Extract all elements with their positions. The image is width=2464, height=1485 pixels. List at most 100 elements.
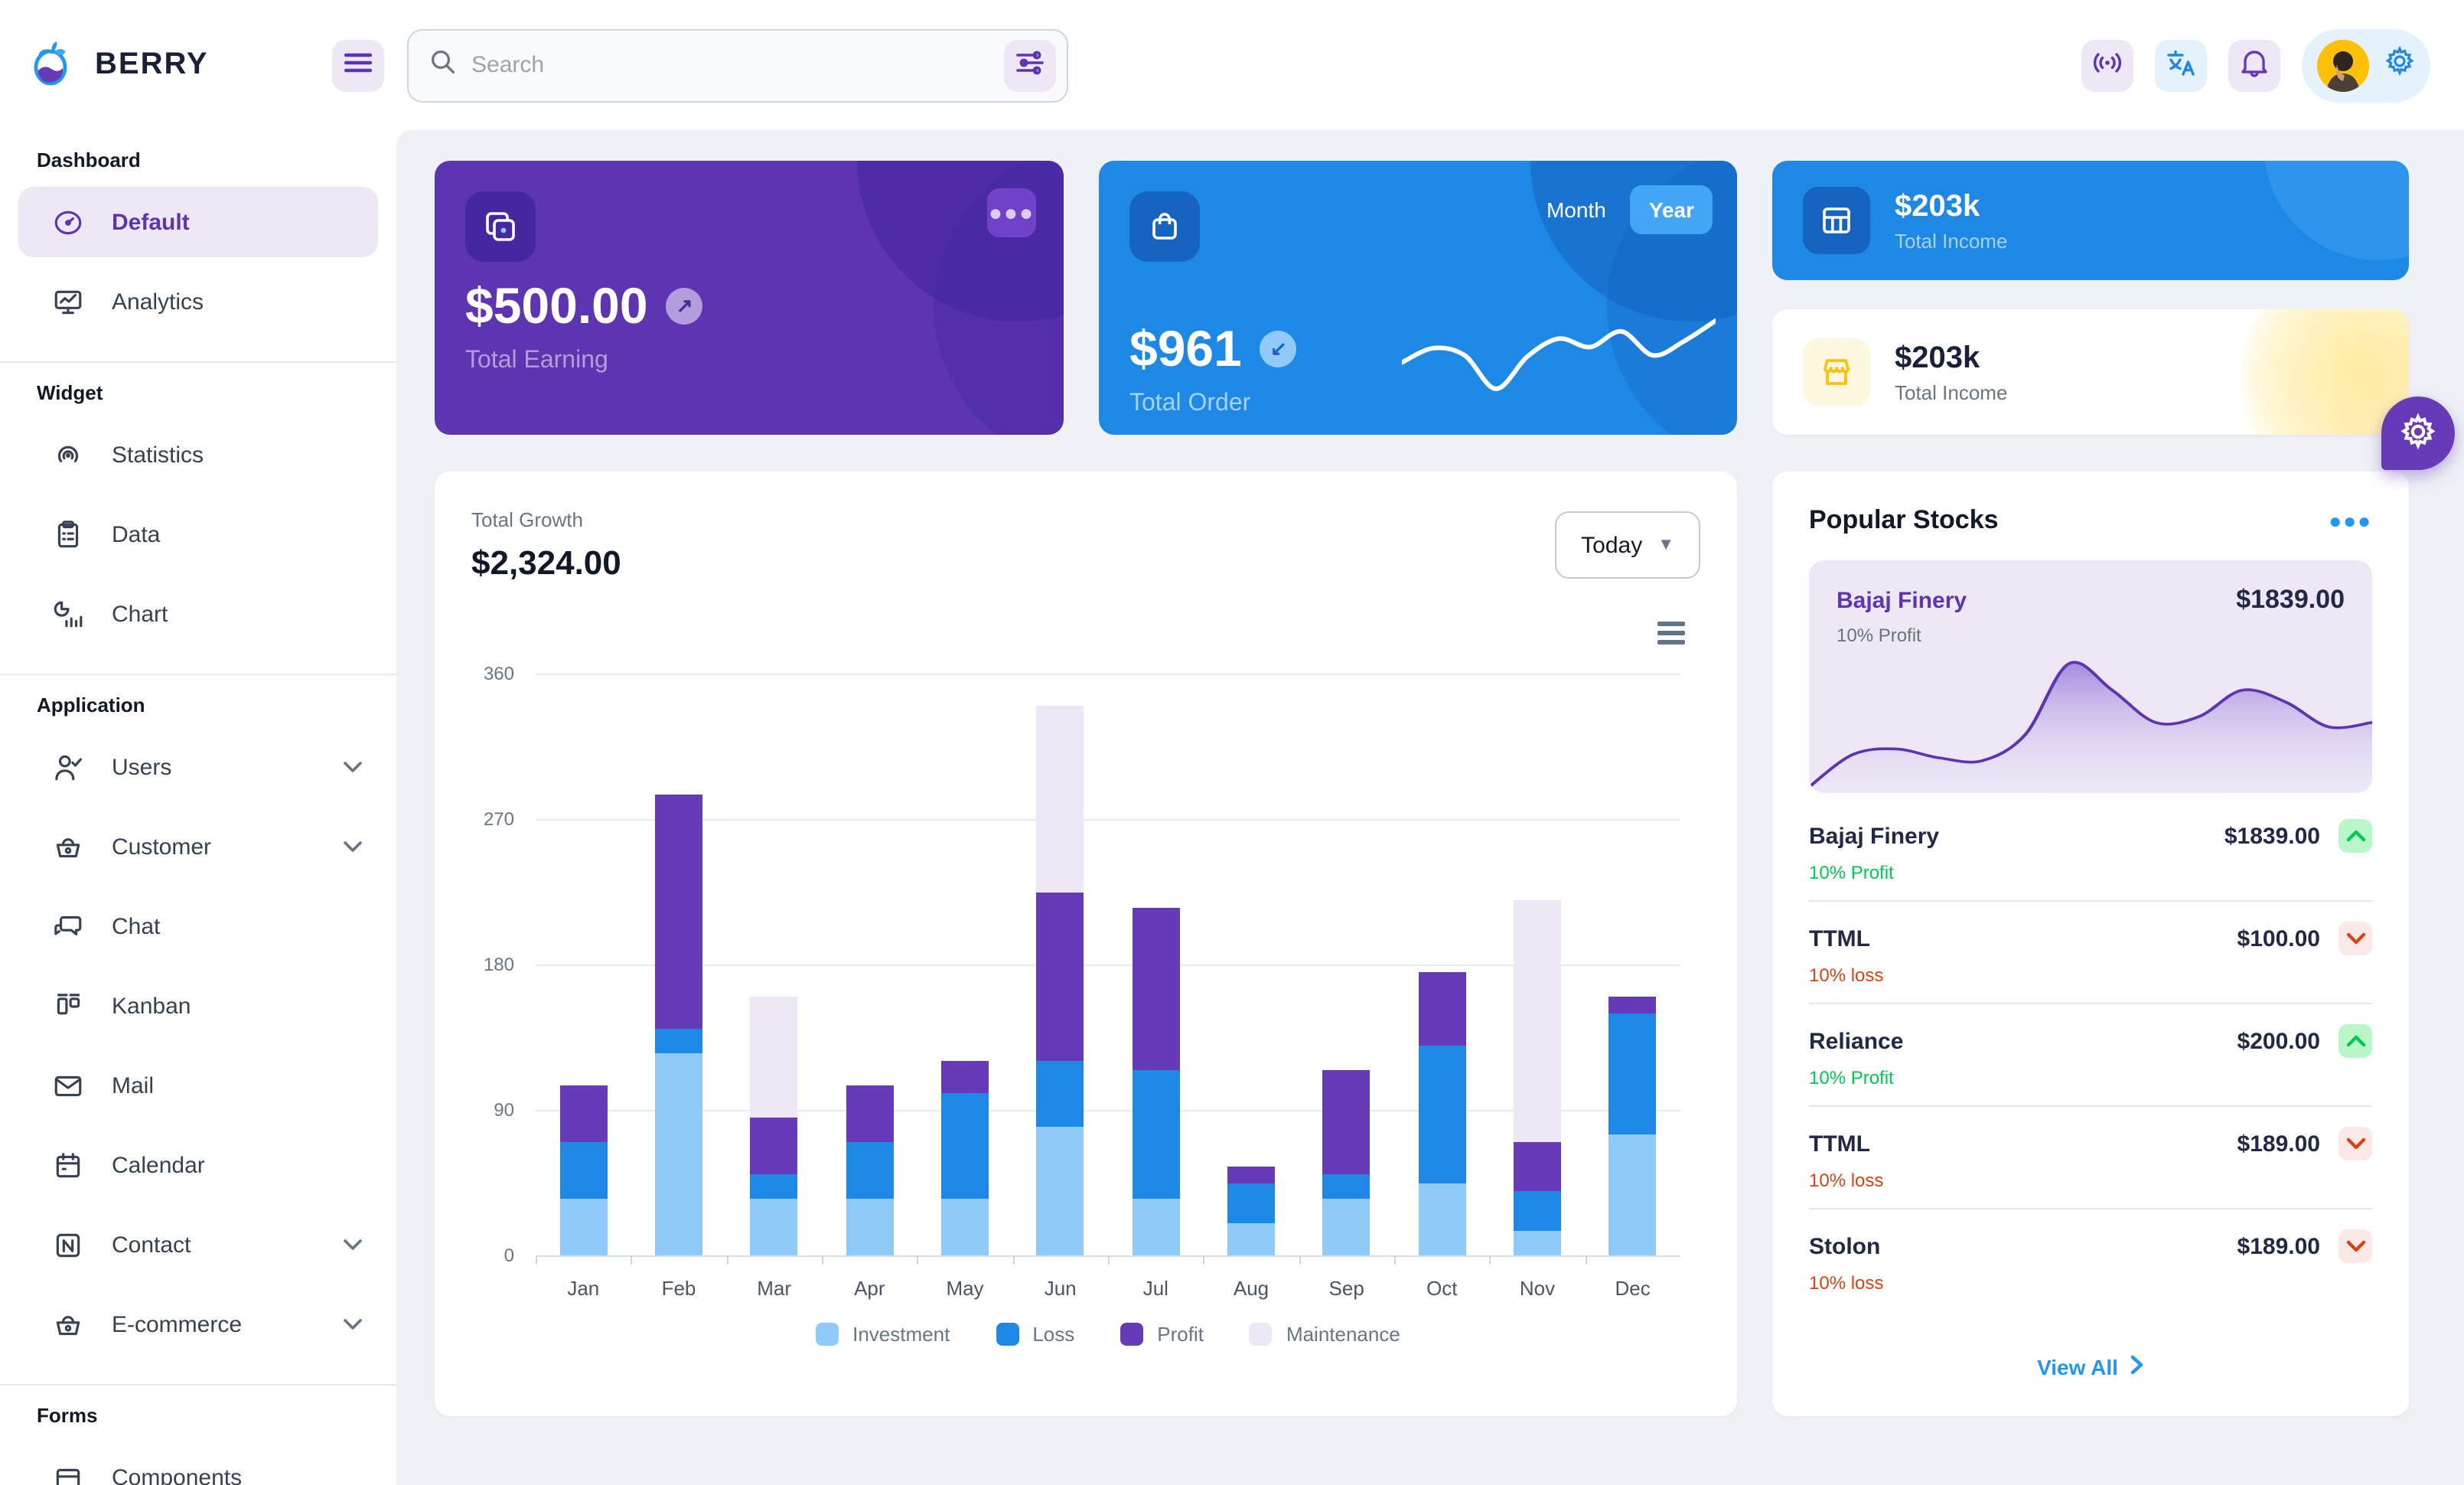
chevron-down-icon <box>343 1239 363 1251</box>
profile-menu-button[interactable] <box>2302 28 2430 102</box>
stock-price: $1839.00 <box>2224 823 2320 849</box>
total-order-card: Month Year $961 ↙ Total Order <box>1099 161 1737 435</box>
sidebar-item-customer[interactable]: Customer <box>18 811 378 882</box>
bar-jun[interactable] <box>1036 706 1084 1255</box>
bar-segment-maintenance <box>1514 899 1561 1143</box>
bar-may[interactable] <box>941 1061 989 1255</box>
featured-stock-area-chart <box>1809 661 2372 793</box>
toggle-month-button[interactable]: Month <box>1528 185 1625 234</box>
x-axis-tick-label: Jul <box>1142 1277 1168 1300</box>
stock-row-ttml[interactable]: TTML $189.00 10% loss <box>1809 1107 2372 1209</box>
y-axis-tick-label: 0 <box>504 1245 514 1266</box>
bar-nov[interactable] <box>1514 899 1561 1255</box>
chevron-right-icon <box>2130 1355 2144 1379</box>
bar-jan[interactable] <box>559 1085 608 1255</box>
sidebar-item-label: Analytics <box>112 289 204 315</box>
bar-jul[interactable] <box>1132 908 1180 1255</box>
sidebar-item-label: Mail <box>112 1072 155 1098</box>
sidebar-section-application: Application Users Customer Chat Kanban Mail Ca… <box>0 674 396 1384</box>
x-axis-tick-label: Feb <box>661 1277 696 1300</box>
search-input[interactable] <box>471 52 1004 78</box>
sidebar-item-mail[interactable]: Mail <box>18 1050 378 1121</box>
stock-change: 10% loss <box>1809 964 1884 986</box>
legend-label: Profit <box>1157 1323 1204 1346</box>
x-axis-tick-label: Dec <box>1615 1277 1651 1300</box>
legend-item-profit[interactable]: Profit <box>1120 1323 1204 1346</box>
stock-trend-down-icon <box>2339 1127 2372 1160</box>
sidebar-item-calendar[interactable]: Calendar <box>18 1130 378 1200</box>
bar-segment-loss <box>559 1142 608 1199</box>
search-filter-button[interactable] <box>1004 39 1056 91</box>
sidebar-item-analytics[interactable]: Analytics <box>18 266 378 337</box>
sidebar-item-default[interactable]: Default <box>18 187 378 257</box>
broadcast-button[interactable] <box>2081 39 2133 91</box>
sidebar-item-e-commerce[interactable]: E-commerce <box>18 1289 378 1359</box>
notifications-button[interactable] <box>2228 39 2280 91</box>
gear-icon <box>2384 45 2415 84</box>
bar-segment-loss <box>1514 1190 1561 1232</box>
sidebar-item-chat[interactable]: Chat <box>18 891 378 961</box>
sidebar-section-title: Dashboard <box>37 148 141 171</box>
bar-segment-profit <box>750 1118 798 1175</box>
bar-segment-profit <box>655 795 702 1030</box>
sidebar-item-users[interactable]: Users <box>18 732 378 802</box>
x-axis-tick-label: Aug <box>1233 1277 1269 1300</box>
sidebar-item-kanban[interactable]: Kanban <box>18 971 378 1041</box>
sidebar-item-statistics[interactable]: Statistics <box>18 419 378 490</box>
toggle-year-button[interactable]: Year <box>1630 185 1713 234</box>
sidebar-toggle-button[interactable] <box>332 39 384 91</box>
user-check-icon <box>52 750 86 784</box>
table-layout-icon <box>1803 187 1870 254</box>
chart-menu-icon[interactable] <box>1657 622 1685 649</box>
sidebar-item-data[interactable]: Data <box>18 499 378 570</box>
stock-change: 10% loss <box>1809 1170 1884 1191</box>
axis-tick <box>536 1255 537 1265</box>
bar-feb[interactable] <box>655 795 702 1255</box>
sidebar-item-chart[interactable]: Chart <box>18 579 378 649</box>
chart-legend: Investment Loss Profit Maintenance <box>536 1323 1680 1346</box>
x-axis-tick-label: Mar <box>757 1277 792 1300</box>
stock-row-stolon[interactable]: Stolon $189.00 10% loss <box>1809 1209 2372 1310</box>
legend-item-investment[interactable]: Investment <box>816 1323 950 1346</box>
bar-mar[interactable] <box>750 997 798 1255</box>
stock-row-ttml[interactable]: TTML $100.00 10% loss <box>1809 902 2372 1004</box>
featured-stock-card[interactable]: Bajaj Finery $1839.00 10% Profit <box>1809 560 2372 793</box>
bar-segment-profit <box>1514 1142 1561 1191</box>
popular-stocks-card: Popular Stocks ●●● Bajaj Finery $1839.00… <box>1772 472 2409 1416</box>
stock-row-bajaj-finery[interactable]: Bajaj Finery $1839.00 10% Profit <box>1809 799 2372 902</box>
language-button[interactable] <box>2155 39 2207 91</box>
bar-segment-investment <box>1608 1134 1657 1255</box>
total-growth-card: Total Growth $2,324.00 Today ▼ 0 90 180 270… <box>435 472 1737 1416</box>
settings-fab[interactable] <box>2381 397 2455 470</box>
view-all-link[interactable]: View All <box>1809 1343 2372 1382</box>
bar-segment-investment <box>655 1053 702 1255</box>
bar-segment-profit <box>1132 908 1180 1070</box>
stocks-menu-button[interactable]: ●●● <box>2329 508 2372 533</box>
trend-up-badge[interactable]: ↗ <box>666 288 703 325</box>
contact-icon <box>52 1228 86 1261</box>
sidebar-item-contact[interactable]: Contact <box>18 1209 378 1280</box>
legend-swatch <box>996 1323 1019 1346</box>
card-menu-button[interactable]: ●●● <box>987 188 1036 237</box>
bar-segment-loss <box>1132 1069 1180 1199</box>
sidebar-menu: Dashboard Default Analytics Widget Statistic… <box>0 130 396 1485</box>
bar-oct[interactable] <box>1418 972 1466 1255</box>
brand-logo[interactable]: BERRY <box>24 34 332 96</box>
bar-aug[interactable] <box>1227 1166 1275 1255</box>
growth-value: $2,324.00 <box>471 543 621 582</box>
legend-swatch <box>1249 1323 1273 1346</box>
legend-item-maintenance[interactable]: Maintenance <box>1249 1323 1400 1346</box>
legend-item-loss[interactable]: Loss <box>996 1323 1074 1346</box>
range-select[interactable]: Today ▼ <box>1555 511 1700 579</box>
trend-down-badge[interactable]: ↙ <box>1260 331 1297 367</box>
bar-segment-loss <box>1322 1174 1371 1199</box>
bar-apr[interactable] <box>846 1085 894 1255</box>
bar-dec[interactable] <box>1608 997 1657 1255</box>
sidebar-item-components[interactable]: Components <box>18 1442 378 1485</box>
stock-row-reliance[interactable]: Reliance $200.00 10% Profit <box>1809 1004 2372 1107</box>
stocks-title: Popular Stocks <box>1809 505 1999 534</box>
bar-segment-investment <box>1132 1199 1180 1255</box>
bar-sep[interactable] <box>1322 1069 1371 1255</box>
bar-segment-loss <box>846 1142 894 1199</box>
x-axis-tick-label: Sep <box>1328 1277 1364 1300</box>
